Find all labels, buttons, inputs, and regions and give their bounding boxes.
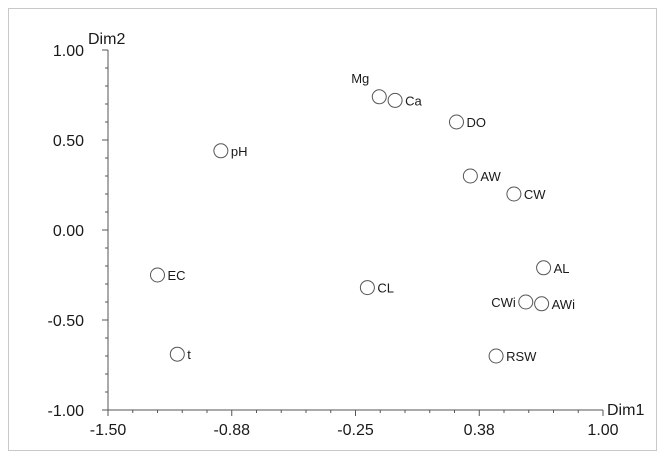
point-label: Ca xyxy=(405,93,422,108)
point-marker xyxy=(387,92,403,108)
point-label: Mg xyxy=(351,71,369,86)
point-marker xyxy=(371,89,387,105)
x-tick-label: 0.38 xyxy=(464,422,495,439)
chart-frame xyxy=(8,8,657,451)
y-tick-label: 0.00 xyxy=(53,223,84,240)
point-marker xyxy=(150,267,165,283)
y-tick-label: 1.00 xyxy=(53,43,84,60)
point-label: AL xyxy=(554,261,570,276)
point-marker xyxy=(536,260,552,276)
point-marker xyxy=(462,168,478,184)
scatter-point: EC xyxy=(150,267,186,283)
scatter-point: AWi xyxy=(534,296,575,312)
point-marker xyxy=(448,114,464,130)
point-label: AW xyxy=(480,169,501,184)
scatter-point: t xyxy=(169,346,191,362)
x-tick-label: 1.00 xyxy=(587,422,618,439)
y-tick-label: -0.50 xyxy=(48,313,85,330)
x-tick-label: -1.50 xyxy=(90,422,127,439)
data-points: Mg Ca DO pH AW CW AL EC CL CWi AWi t RSW xyxy=(150,71,575,364)
point-marker xyxy=(534,296,550,312)
scatter-point: CL xyxy=(359,280,394,296)
point-label: DO xyxy=(466,115,486,130)
scatter-point: Mg xyxy=(351,71,387,105)
point-label: pH xyxy=(231,144,248,159)
scatter-point: AW xyxy=(462,168,502,184)
point-label: CW xyxy=(524,187,546,202)
scatter-point: RSW xyxy=(488,348,537,364)
scatter-point: pH xyxy=(213,143,248,159)
y-ticks: -1.00 -0.50 0.00 0.50 1.00 xyxy=(48,43,108,420)
point-label: t xyxy=(187,347,191,362)
point-label: CL xyxy=(377,281,394,296)
point-marker xyxy=(518,294,534,310)
y-tick-label: 0.50 xyxy=(53,133,84,150)
x-ticks: -1.50 -0.88 -0.25 0.38 1.00 xyxy=(90,410,619,439)
scatter-point: Ca xyxy=(387,92,422,108)
y-tick-label: -1.00 xyxy=(48,403,85,420)
y-axis-title: Dim2 xyxy=(88,31,125,48)
x-tick-label: -0.25 xyxy=(337,422,374,439)
x-axis-title: Dim1 xyxy=(607,402,644,419)
point-label: CWi xyxy=(491,295,516,310)
scatter-point: AL xyxy=(536,260,570,276)
axes: -1.00 -0.50 0.00 0.50 1.00 -1.50 -0.88 -0.25 0.… xyxy=(48,31,645,439)
scatter-point: DO xyxy=(448,114,486,130)
point-label: RSW xyxy=(506,349,537,364)
x-tick-label: -0.88 xyxy=(214,422,251,439)
scatter-point: CWi xyxy=(491,294,534,310)
point-label: AWi xyxy=(552,297,575,312)
point-marker xyxy=(488,348,504,364)
point-marker xyxy=(359,280,375,296)
point-marker xyxy=(506,186,522,202)
point-marker xyxy=(213,143,229,159)
point-label: EC xyxy=(168,268,186,283)
scatter-point: CW xyxy=(506,186,546,202)
point-marker xyxy=(169,346,185,362)
